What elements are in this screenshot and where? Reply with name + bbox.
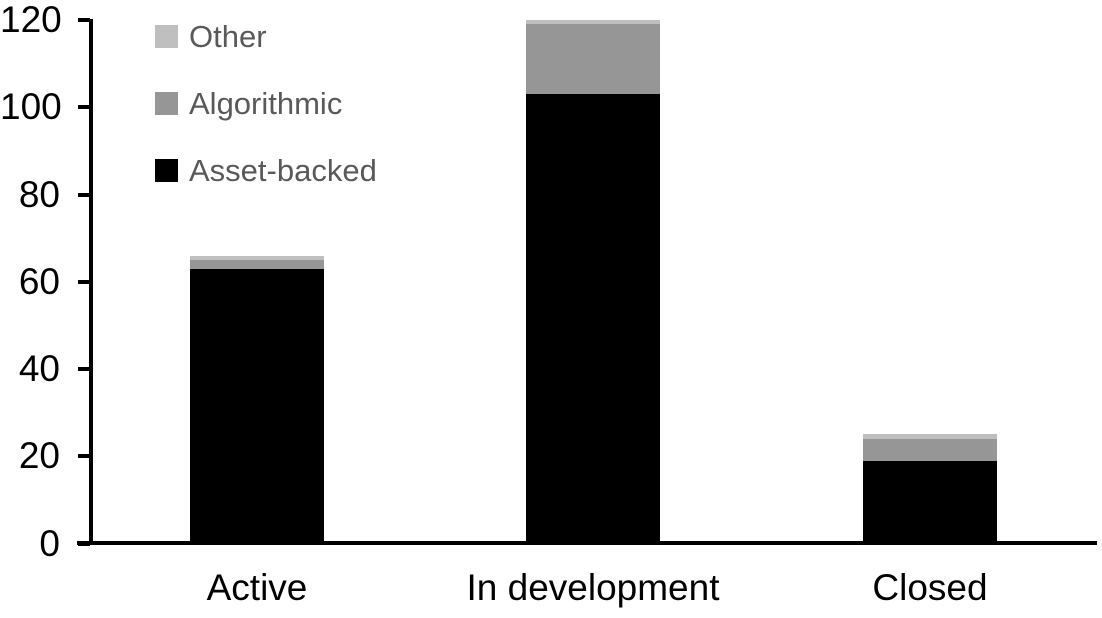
x-axis-category-label: Closed — [872, 567, 988, 608]
y-axis-tick-label: 100 — [0, 86, 62, 128]
legend-item-asset-backed: Asset-backed — [155, 152, 377, 188]
legend-label: Other — [189, 18, 267, 54]
bar-segment-algorithmic-closed — [863, 438, 997, 461]
legend-swatch-icon — [155, 158, 178, 182]
bar-segment-other-in-development — [526, 20, 660, 25]
x-axis-category-label: In development — [466, 567, 720, 608]
y-axis-tick — [78, 454, 90, 459]
bar-segment-other-closed — [863, 434, 997, 439]
x-axis-category-label: Active — [206, 567, 308, 608]
bar-segment-algorithmic-active — [190, 259, 324, 269]
bar-segment-algorithmic-in-development — [526, 24, 660, 95]
y-axis-tick — [78, 105, 90, 110]
y-axis-tick-label: 80 — [18, 173, 60, 215]
y-axis-tick-label: 0 — [39, 522, 60, 564]
bar-segment-asset-backed-active — [190, 268, 324, 544]
y-axis-tick — [78, 279, 90, 284]
bar-segment-other-active — [190, 255, 324, 260]
legend-item-algorithmic: Algorithmic — [155, 85, 343, 121]
legend-label: Asset-backed — [189, 152, 377, 188]
bar-segment-asset-backed-in-development — [526, 94, 660, 544]
y-axis-tick-label: 120 — [0, 0, 62, 40]
legend-swatch-icon — [155, 24, 178, 48]
y-axis-tick — [78, 192, 90, 197]
y-axis-tick — [78, 367, 90, 371]
bar-segment-asset-backed-closed — [863, 460, 997, 544]
y-axis-tick — [78, 18, 90, 22]
legend-swatch-icon — [155, 91, 178, 115]
y-axis-tick — [78, 541, 90, 546]
y-axis-line — [89, 19, 93, 545]
y-axis-tick-label: 60 — [18, 260, 60, 302]
y-axis-tick-label: 40 — [18, 348, 60, 389]
legend-item-other: Other — [155, 18, 267, 54]
y-axis-tick-label: 20 — [18, 435, 60, 477]
legend-label: Algorithmic — [189, 85, 343, 121]
